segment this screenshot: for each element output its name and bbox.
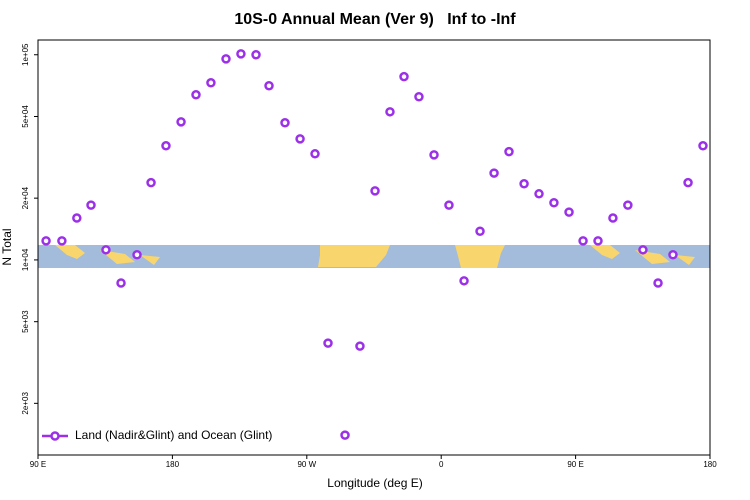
point: [221, 54, 231, 64]
point: [161, 141, 171, 151]
point: [72, 213, 82, 223]
x-tick-label: 180: [703, 460, 717, 469]
land: [318, 245, 390, 267]
y-tick-label: 1e+05: [21, 43, 30, 66]
point: [101, 245, 111, 255]
point: [399, 71, 409, 82]
x-tick-label: 0: [439, 460, 444, 469]
chart-title: 10S-0 Annual Mean (Ver 9) Inf to -Inf: [234, 11, 516, 28]
point: [116, 278, 126, 288]
point: [489, 168, 499, 178]
point: [264, 81, 274, 91]
point: [593, 236, 603, 246]
x-axis-label: Longitude (deg E): [327, 476, 422, 490]
point: [459, 276, 469, 286]
land: [55, 245, 160, 265]
legend-marker: [50, 431, 60, 441]
x-tick-label: 90 E: [567, 460, 583, 469]
point: [310, 149, 320, 159]
point: [41, 236, 51, 246]
point: [519, 179, 529, 189]
map-strip: [38, 245, 710, 268]
point: [429, 150, 439, 160]
point: [206, 78, 216, 88]
point: [698, 141, 708, 151]
point: [236, 49, 246, 59]
y-tick-label: 5e+03: [21, 310, 30, 333]
point: [323, 338, 333, 348]
point: [475, 226, 485, 236]
point: [504, 146, 514, 157]
point: [132, 249, 142, 260]
point: [623, 200, 633, 210]
point: [608, 213, 618, 223]
point: [534, 189, 544, 199]
point: [549, 197, 559, 208]
point: [146, 177, 156, 188]
y-tick-label: 5e+04: [21, 105, 30, 128]
point: [57, 236, 67, 246]
y-tick-label: 1e+04: [21, 248, 30, 271]
point: [385, 107, 395, 117]
point: [340, 430, 350, 440]
point: [444, 200, 454, 210]
point: [355, 341, 365, 351]
point: [280, 118, 290, 128]
plot-frame: [37, 39, 711, 456]
point: [176, 117, 186, 127]
land: [590, 245, 695, 265]
point: [683, 177, 693, 188]
point: [86, 200, 96, 210]
legend-label: Land (Nadir&Glint) and Ocean (Glint): [75, 428, 272, 442]
point: [295, 134, 305, 144]
point: [668, 249, 678, 260]
point: [638, 245, 648, 255]
point: [578, 236, 588, 246]
point: [653, 278, 663, 288]
x-tick-label: 180: [166, 460, 180, 469]
point: [564, 207, 574, 217]
x-tick-label: 90 W: [297, 460, 316, 469]
point: [251, 49, 261, 60]
point: [370, 186, 380, 196]
y-tick-label: 2e+04: [21, 186, 30, 209]
y-tick-label: 2e+03: [21, 392, 30, 415]
point: [414, 92, 424, 102]
x-tick-label: 90 E: [30, 460, 46, 469]
land: [455, 245, 505, 268]
y-axis-label: N Total: [0, 228, 14, 265]
point: [191, 90, 201, 100]
